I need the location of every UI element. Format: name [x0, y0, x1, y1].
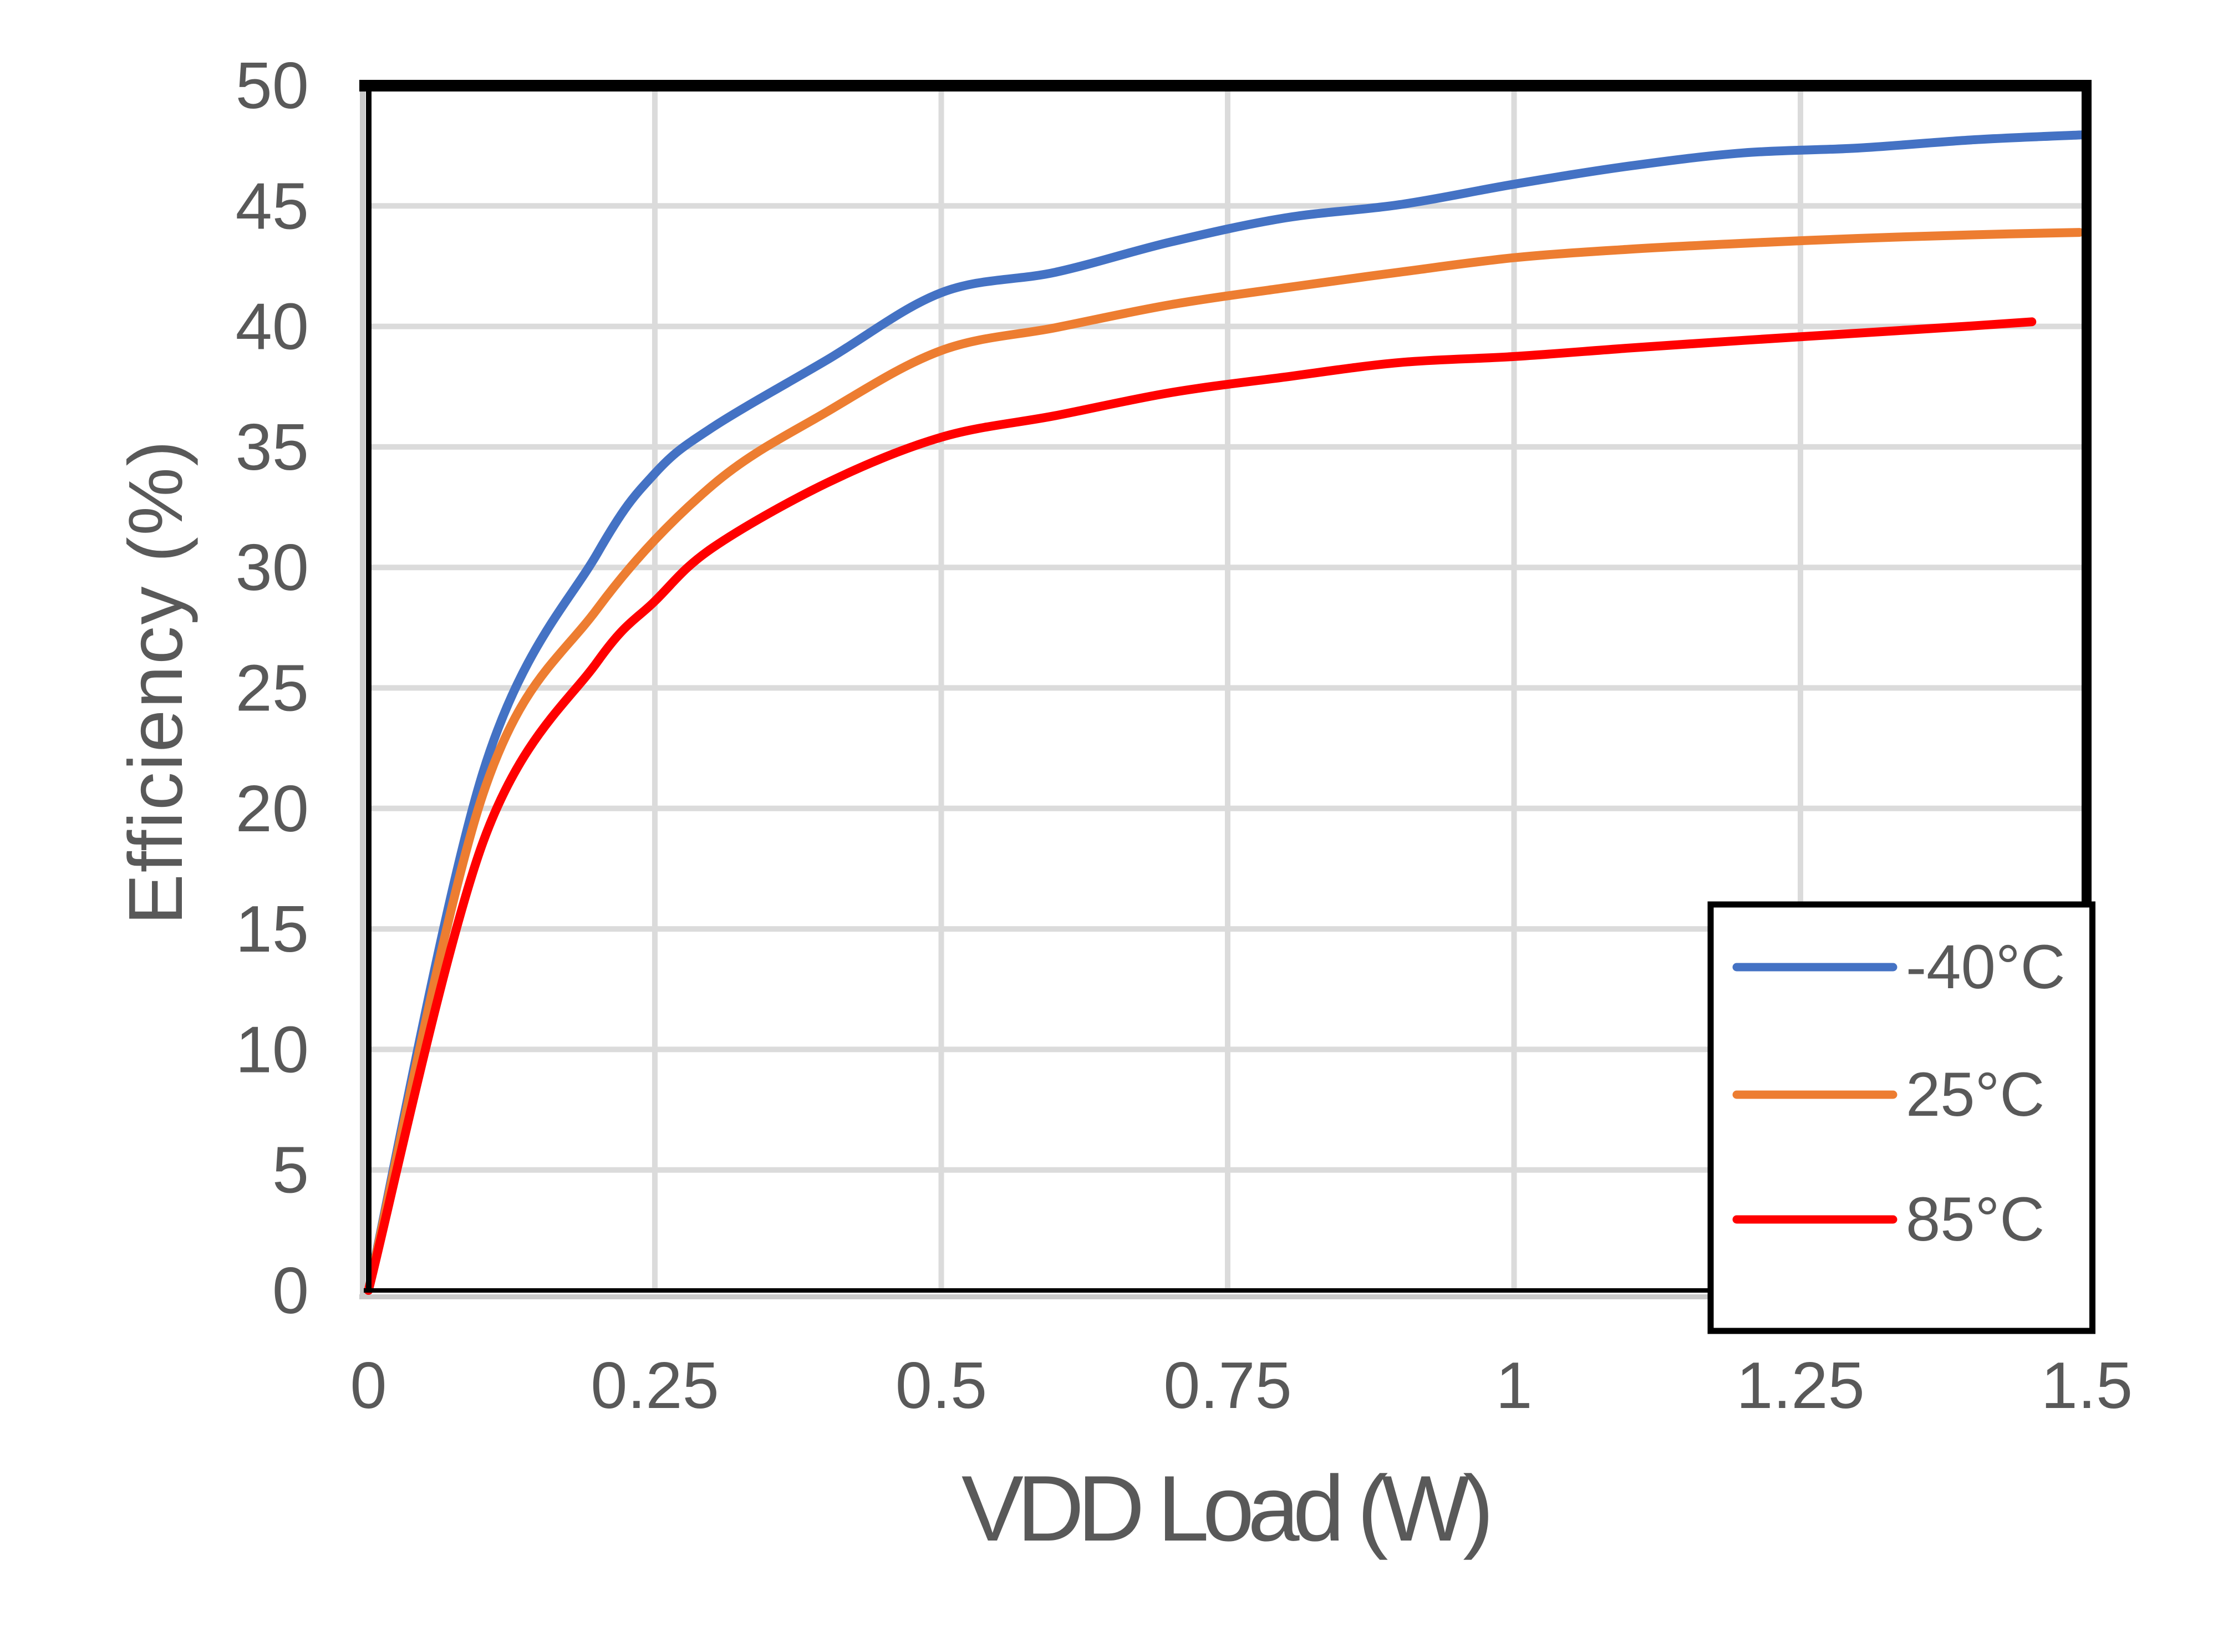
svg-text:0.5: 0.5: [896, 1349, 987, 1422]
svg-text:Efficiency (%): Efficiency (%): [113, 439, 199, 925]
svg-text:15: 15: [236, 892, 309, 966]
svg-text:25: 25: [236, 652, 309, 725]
svg-text:1: 1: [1495, 1349, 1532, 1422]
svg-text:-40°C: -40°C: [1906, 932, 2066, 1002]
svg-text:30: 30: [236, 531, 309, 604]
svg-text:85°C: 85°C: [1906, 1185, 2044, 1254]
svg-text:VDD Load (W): VDD Load (W): [961, 1456, 1488, 1560]
svg-text:0: 0: [350, 1349, 386, 1422]
svg-text:50: 50: [236, 49, 309, 123]
svg-text:45: 45: [236, 169, 309, 243]
svg-text:40: 40: [236, 290, 309, 364]
svg-text:25°C: 25°C: [1906, 1060, 2044, 1129]
svg-text:0.75: 0.75: [1163, 1349, 1292, 1422]
svg-text:10: 10: [236, 1013, 309, 1086]
svg-text:5: 5: [272, 1133, 309, 1207]
svg-text:0: 0: [272, 1254, 309, 1328]
svg-text:35: 35: [236, 410, 309, 484]
svg-text:0.25: 0.25: [591, 1349, 719, 1422]
svg-text:20: 20: [236, 772, 309, 846]
svg-text:1.25: 1.25: [1736, 1349, 1865, 1422]
svg-text:1.5: 1.5: [2041, 1349, 2133, 1422]
